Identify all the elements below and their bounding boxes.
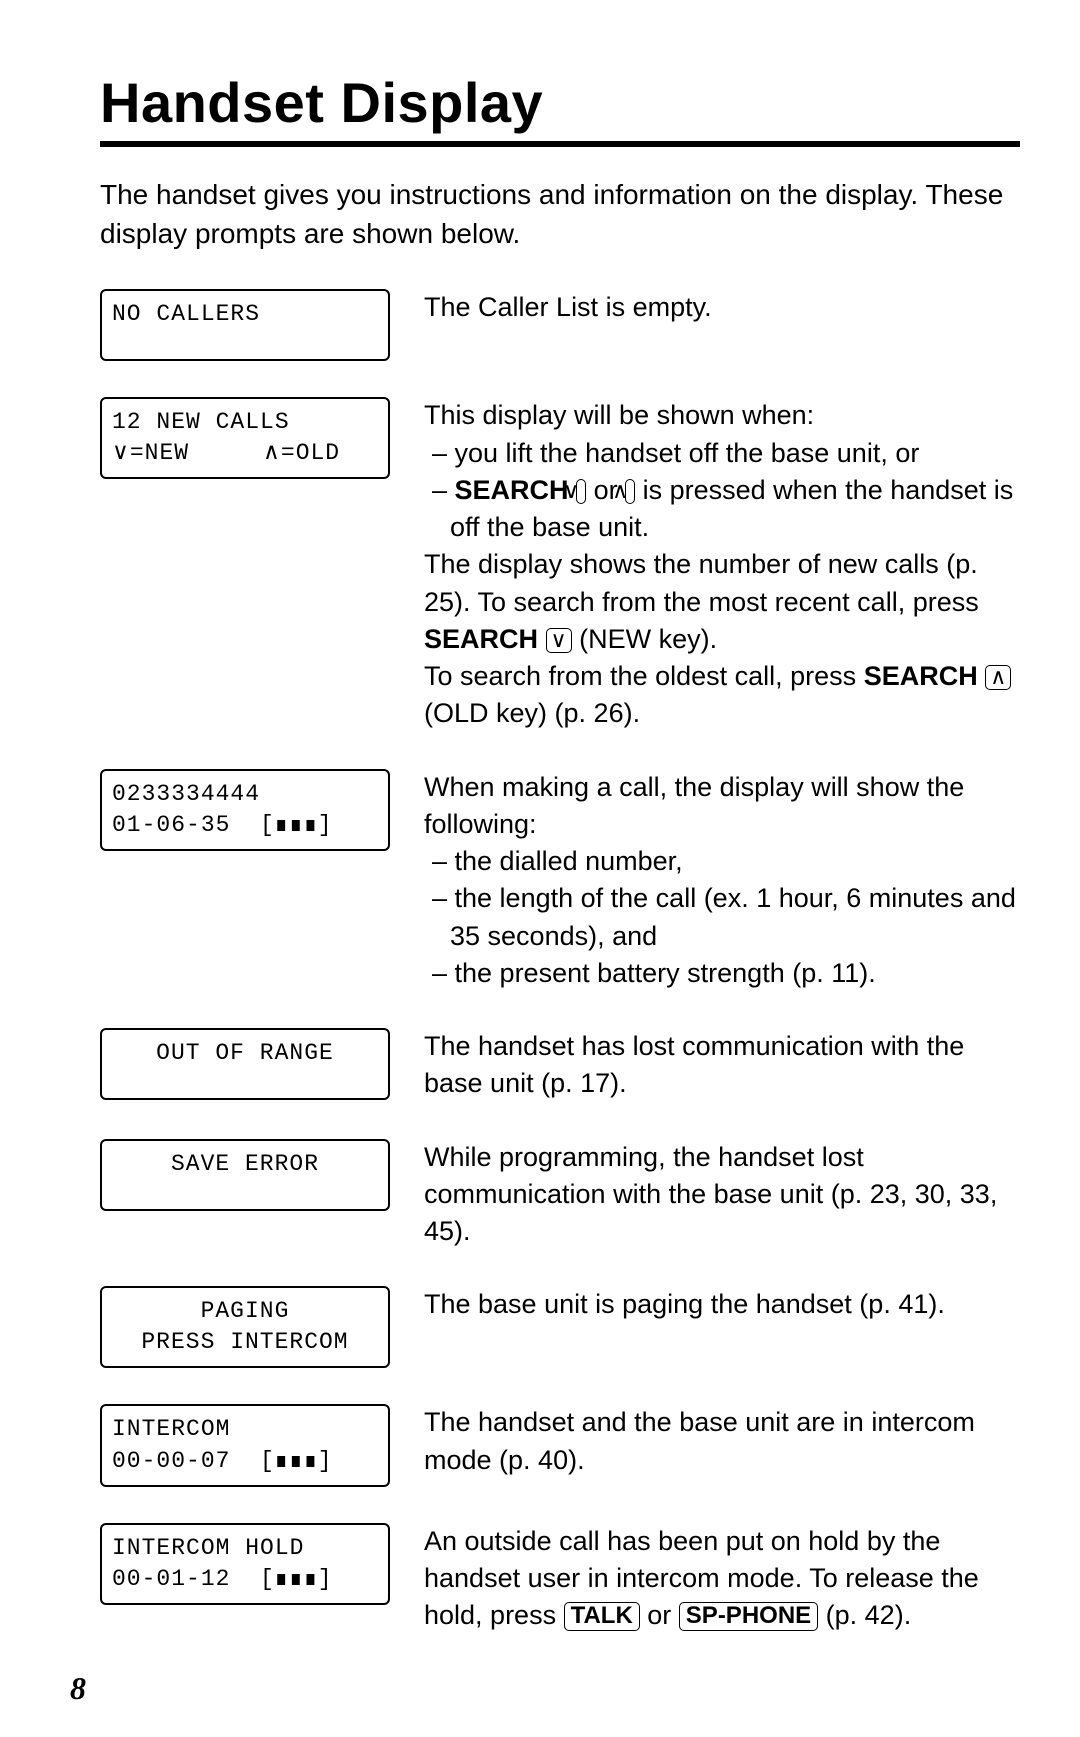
display-rows: NO CALLERS The Caller List is empty. 12 NE… <box>100 289 1020 1634</box>
lcd-display: NO CALLERS <box>100 289 390 361</box>
display-row: INTERCOM HOLD 00-01-12 [∎∎∎] An outside c… <box>100 1523 1020 1635</box>
display-row: NO CALLERS The Caller List is empty. <box>100 289 1020 361</box>
lcd-description: The handset and the base unit are in int… <box>424 1404 1020 1479</box>
display-row: INTERCOM 00-00-07 [∎∎∎] The handset and t… <box>100 1404 1020 1486</box>
lcd-description: An outside call has been put on hold by … <box>424 1523 1020 1635</box>
display-row: 12 NEW CALLS ∨=NEW ∧=OLD This display wil… <box>100 397 1020 732</box>
lcd-description: The Caller List is empty. <box>424 289 1020 326</box>
display-row: OUT OF RANGE The handset has lost communi… <box>100 1028 1020 1103</box>
lcd-display: SAVE ERROR <box>100 1139 390 1211</box>
intro-text: The handset gives you instructions and i… <box>100 175 1020 253</box>
display-row: SAVE ERROR While programming, the handset… <box>100 1139 1020 1251</box>
title-rule <box>100 141 1020 147</box>
lcd-description: This display will be shown when:– you li… <box>424 397 1020 732</box>
lcd-display: OUT OF RANGE <box>100 1028 390 1100</box>
lcd-display: INTERCOM 00-00-07 [∎∎∎] <box>100 1404 390 1486</box>
lcd-description: While programming, the handset lost comm… <box>424 1139 1020 1251</box>
page-number: 8 <box>70 1670 1020 1707</box>
display-row: 0233334444 01-06-35 [∎∎∎] When making a c… <box>100 769 1020 993</box>
lcd-display: 12 NEW CALLS ∨=NEW ∧=OLD <box>100 397 390 479</box>
display-row: PAGING PRESS INTERCOM The base unit is pa… <box>100 1286 1020 1368</box>
lcd-description: When making a call, the display will sho… <box>424 769 1020 993</box>
lcd-display: INTERCOM HOLD 00-01-12 [∎∎∎] <box>100 1523 390 1605</box>
lcd-description: The base unit is paging the handset (p. … <box>424 1286 1020 1323</box>
lcd-display: PAGING PRESS INTERCOM <box>100 1286 390 1368</box>
lcd-display: 0233334444 01-06-35 [∎∎∎] <box>100 769 390 851</box>
lcd-description: The handset has lost communication with … <box>424 1028 1020 1103</box>
page-title: Handset Display <box>100 70 1020 135</box>
